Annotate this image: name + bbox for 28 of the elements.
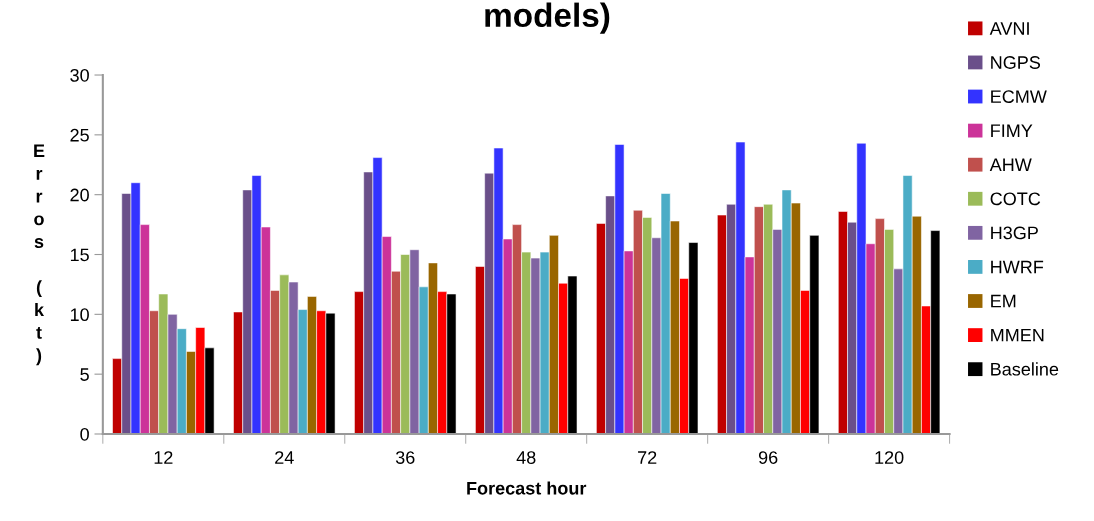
legend-label: NGPS xyxy=(991,56,1041,69)
x-axis-title: Forecast hour xyxy=(467,481,587,495)
legend-label: MMEN xyxy=(991,328,1044,342)
y-tick-label: 30 xyxy=(70,68,89,82)
x-tick-label: 120 xyxy=(875,451,904,464)
legend-label: Baseline xyxy=(991,362,1059,376)
legend-label: H3GP xyxy=(991,226,1038,240)
y-tick-label: 10 xyxy=(70,308,89,322)
chart-title: models) xyxy=(485,2,610,34)
x-tick-label: 48 xyxy=(516,451,536,464)
y-tick-label: 20 xyxy=(70,188,89,202)
legend-label: AHW xyxy=(989,158,1032,171)
x-tick-label: 24 xyxy=(275,451,294,464)
x-tick-label: 36 xyxy=(395,451,415,464)
y-tick-label: 25 xyxy=(70,128,89,142)
legend-label: ECMW xyxy=(991,90,1047,103)
legend-label: EM xyxy=(991,294,1016,308)
y-tick-label: 5 xyxy=(80,368,89,381)
legend-label: AVNI xyxy=(989,22,1029,35)
x-tick-label: 96 xyxy=(758,451,778,464)
y-tick-label: 15 xyxy=(70,248,89,262)
legend-label: FIMY xyxy=(991,124,1033,137)
x-tick-label: 12 xyxy=(154,451,173,464)
legend-label: COTC xyxy=(990,192,1041,206)
x-tick-label: 72 xyxy=(638,451,657,464)
legend-label: HWRF xyxy=(991,260,1044,274)
text: Erros (kt) xyxy=(34,144,45,366)
y-tick-label: 0 xyxy=(80,427,89,441)
